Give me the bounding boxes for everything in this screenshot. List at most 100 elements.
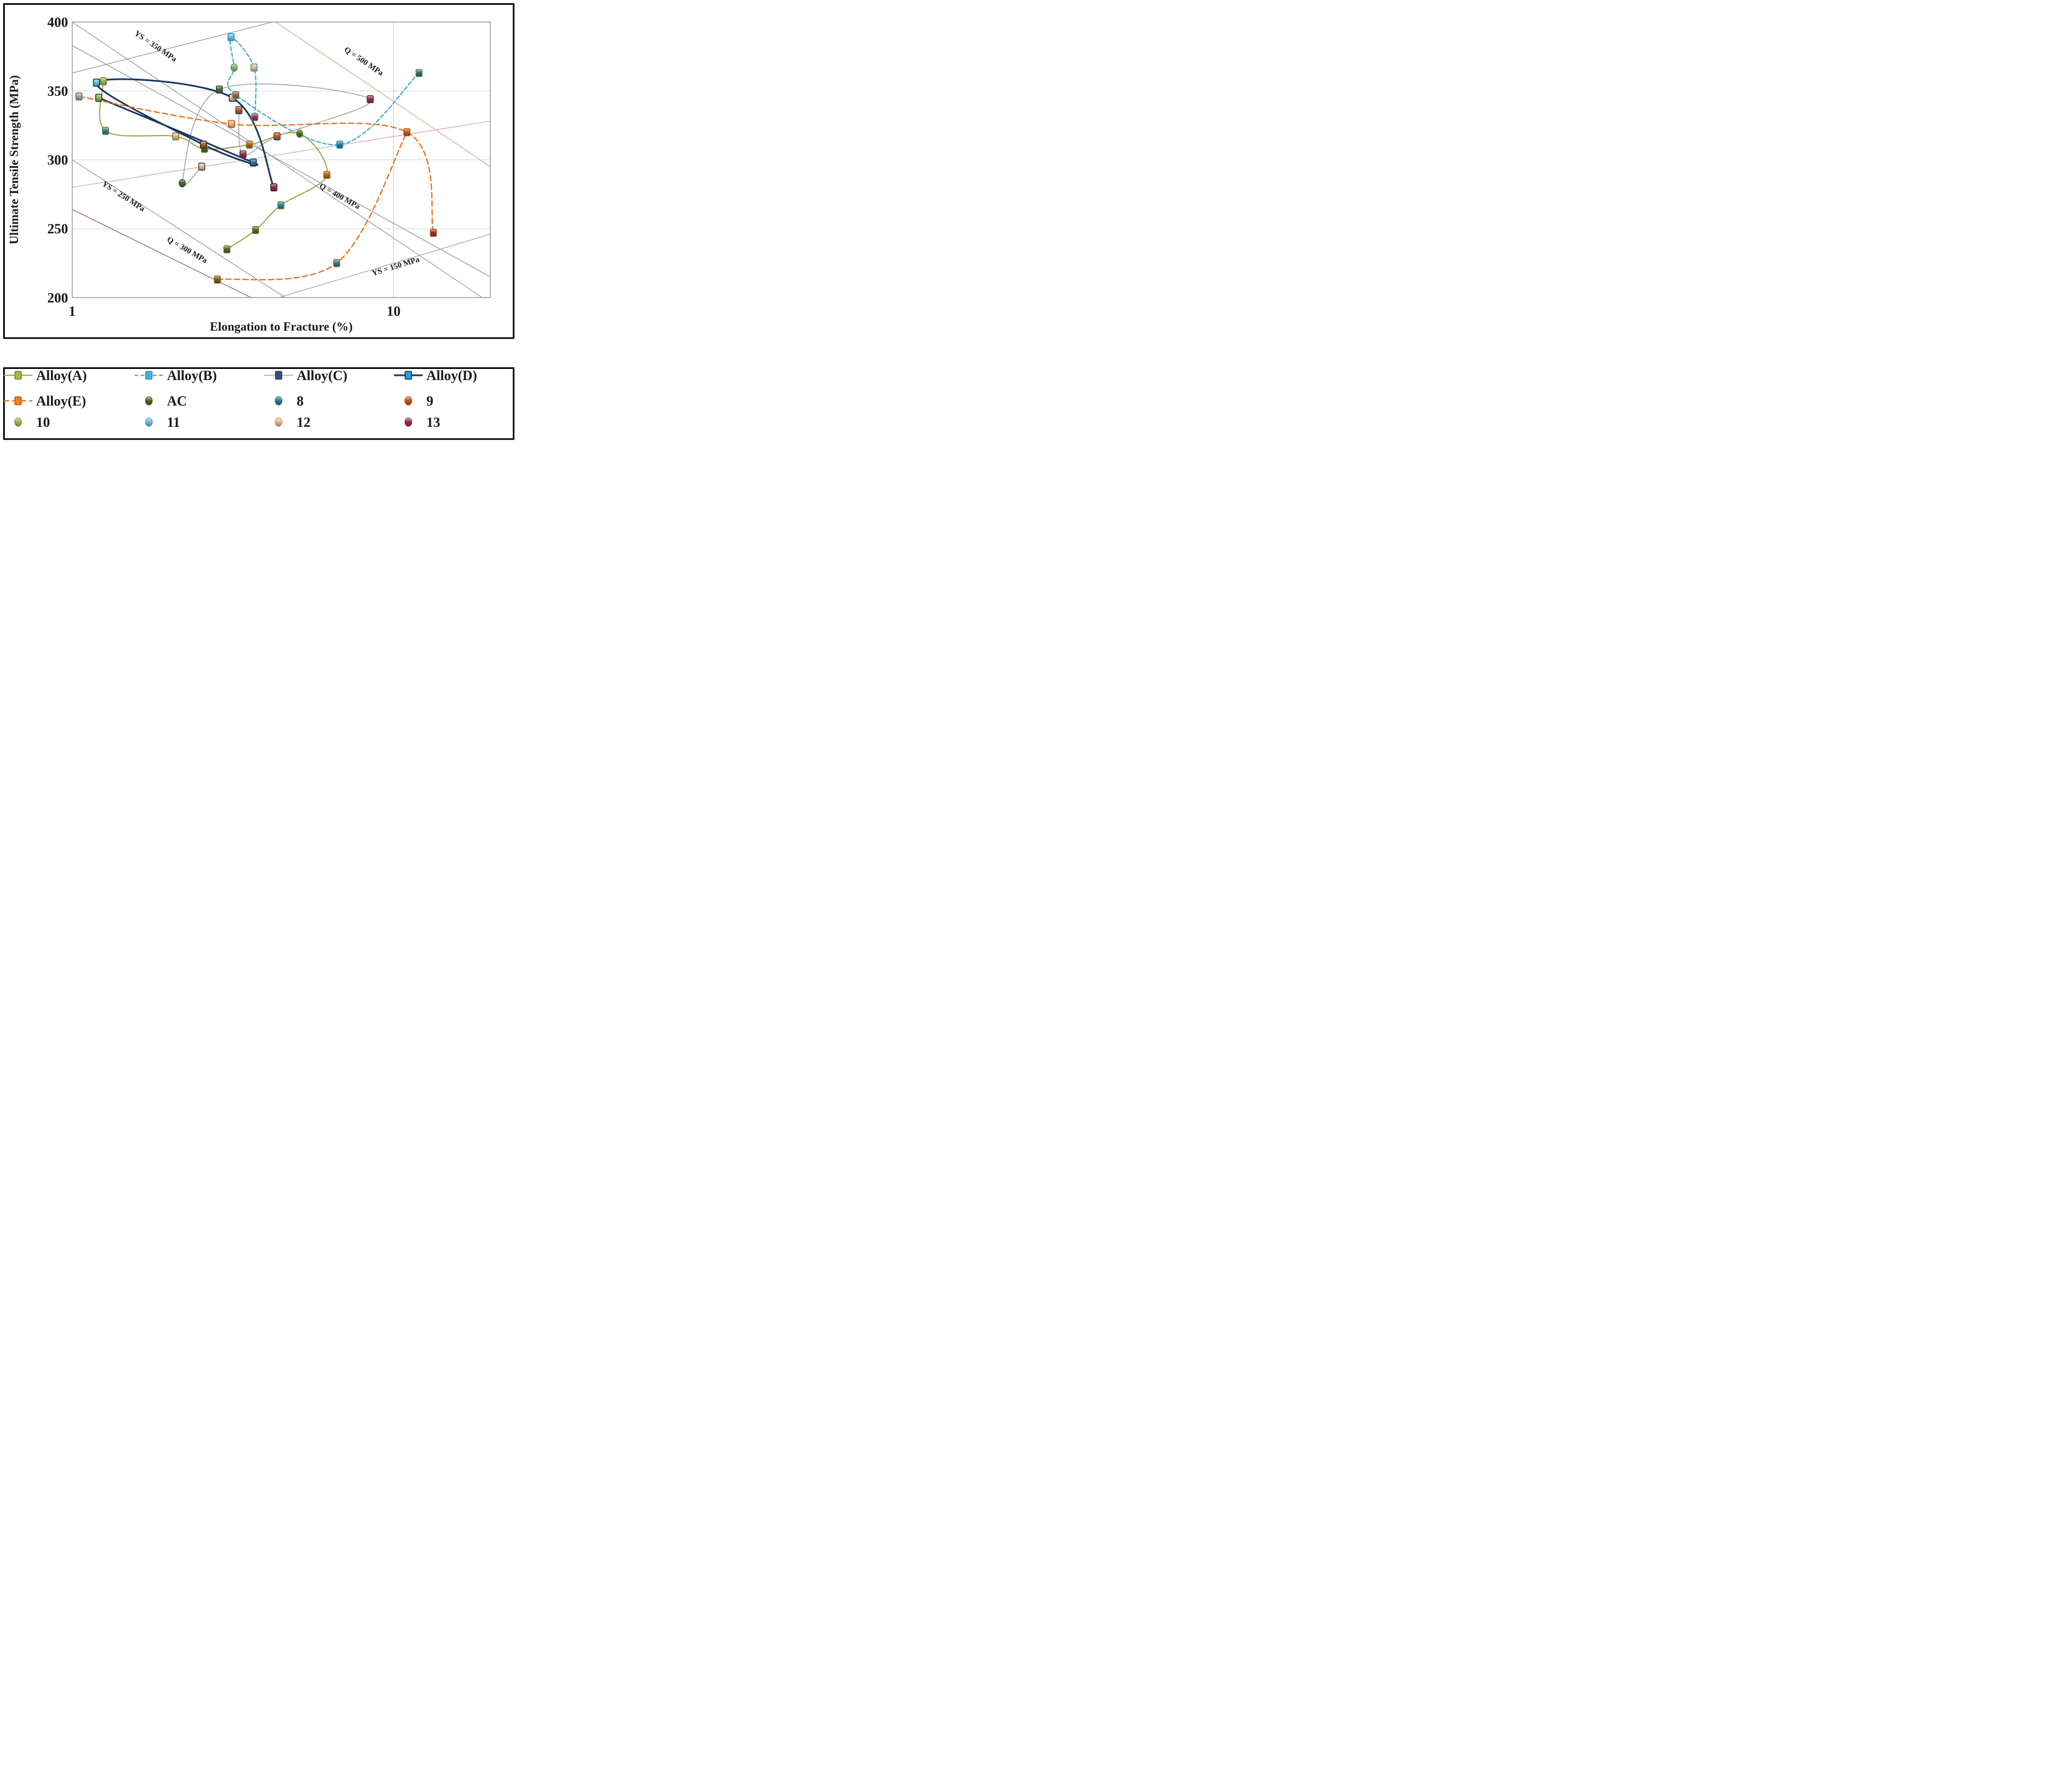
marker-alloy-a--8 [252,226,259,234]
marker-alloy-a--0 [99,77,107,86]
y-tick-400: 400 [47,15,68,30]
legend-marker-circle [275,417,282,427]
reference-line-7 [72,121,491,188]
plot-border [71,21,491,298]
legend-item-alloy-c-: Alloy(C) [264,368,347,383]
legend-label: Alloy(C) [297,368,347,383]
legend-label: 9 [426,393,433,409]
reference-line-2 [275,22,491,167]
marker-alloy-c--1 [179,179,186,188]
legend-item-11: 11 [145,415,180,430]
x-tick-10: 10 [387,304,400,319]
legend-label: 11 [167,415,180,430]
series-line-alloy-d--0 [95,78,275,188]
marker-alloy-e--2 [403,128,410,137]
legend-item-ac: AC [145,393,187,409]
marker-alloy-b--6 [251,113,258,121]
marker-alloy-c--5 [239,150,247,158]
legend-marker-circle [145,396,153,406]
legend-marker-square [14,396,22,406]
marker-alloy-b--0 [415,69,423,77]
series-line-alloy-a--0 [99,80,328,250]
series-line-alloy-e--0 [78,96,434,234]
legend-item-alloy-e-: Alloy(E) [4,393,86,409]
marker-alloy-a--6 [323,171,331,179]
reference-line-6 [279,233,491,298]
series-lines [78,36,434,281]
reference-line-1 [72,22,273,73]
plot-area [72,22,491,298]
legend-item-alloy-a-: Alloy(A) [4,368,87,383]
legend-marker-circle [405,417,412,427]
marker-alloy-d--1 [249,158,257,167]
legend-label: Alloy(A) [36,368,87,383]
x-tick-1: 1 [69,304,76,319]
marker-alloy-b--5 [250,63,258,72]
y-tick-250: 250 [47,221,68,237]
legend-marker-circle [405,396,412,406]
legend-label: Alloy(E) [36,393,86,409]
y-tick-300: 300 [47,153,68,168]
marker-alloy-b--1 [336,140,343,149]
y-axis-title: Ultimate Tensile Strength (MPa) [7,75,21,244]
marker-alloy-d--2 [199,140,207,149]
marker-alloy-c--2 [215,85,223,94]
legend-item-alloy-b-: Alloy(B) [135,368,217,383]
marker-alloy-a--4 [246,140,253,149]
marker-alloy-e--4 [214,275,221,284]
y-tick-200: 200 [47,290,68,306]
legend-marker-square [405,370,412,380]
legend-marker-circle [275,396,282,406]
marker-alloy-c--0 [198,163,205,171]
legend-frame [3,367,515,440]
legend-label: AC [167,393,187,409]
legend-marker-circle [145,417,153,427]
legend-label: 8 [297,393,304,409]
legend-marker-square [275,370,282,380]
chart-frame [3,3,515,339]
marker-alloy-a--5 [296,129,304,138]
y-tick-350: 350 [47,83,68,99]
marker-alloy-c--6 [235,106,242,114]
reference-line-4 [72,159,286,298]
legend-item-10: 10 [14,415,50,430]
reference-line-3 [72,45,491,277]
marker-alloy-e--0 [76,92,83,100]
marker-alloy-c--4 [273,132,281,141]
figure-page: YS = 350 MPa Q = 500 MPa Q = 400 MPa YS = 2… [0,0,518,444]
marker-alloy-a--9 [223,245,231,254]
legend-marker-circle [14,417,22,427]
reference-lines [72,22,491,298]
legend-item-13: 13 [405,415,440,430]
marker-alloy-a--7 [277,201,284,209]
marker-alloy-d--5 [270,183,278,192]
legend-item-12: 12 [275,415,311,430]
legend-marker-square [14,370,22,380]
reference-line-0 [72,22,483,298]
marker-alloy-c--3 [366,95,374,104]
x-axis-title: Elongation to Fracture (%) [210,320,353,333]
legend-item-9: 9 [405,393,433,409]
legend: Alloy(A) Alloy(B) Alloy(C) Alloy(D) Alloy(E)… [4,368,477,430]
legend-label: 13 [426,415,440,430]
legend-label: Alloy(D) [426,368,477,383]
marker-alloy-a--2 [172,132,180,141]
marker-alloy-b--2 [232,91,240,99]
series-markers [76,33,437,284]
legend-item-8: 8 [275,393,304,409]
reference-line-5 [72,209,251,298]
marker-alloy-e--3 [430,229,437,237]
marker-alloy-b--3 [230,63,238,72]
legend-marker-square [145,370,153,380]
marker-alloy-a--1 [102,127,110,135]
series-line-alloy-c--0 [181,83,372,188]
marker-alloy-e--5 [333,259,340,267]
legend-item-alloy-d-: Alloy(D) [394,368,477,383]
legend-label: 10 [36,415,50,430]
marker-alloy-b--4 [227,33,235,41]
marker-alloy-e--1 [228,120,235,128]
legend-label: 12 [297,415,311,430]
marker-alloy-d--3 [93,78,100,87]
legend-label: Alloy(B) [167,368,217,383]
